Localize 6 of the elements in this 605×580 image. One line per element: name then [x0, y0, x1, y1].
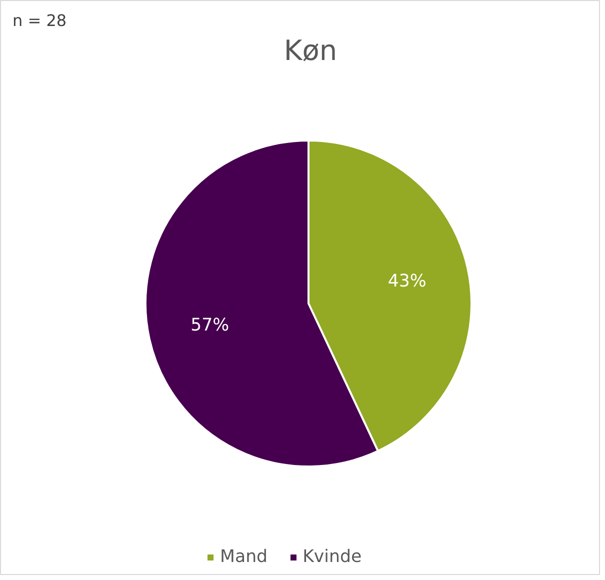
text: n = 28 — [12, 11, 67, 30]
legend-label: Mand — [220, 547, 268, 567]
chart-title: Køn — [284, 34, 338, 67]
data-label: 57% — [190, 316, 230, 336]
legend-label: Kvinde — [302, 547, 362, 567]
data-label: 43% — [388, 271, 426, 292]
